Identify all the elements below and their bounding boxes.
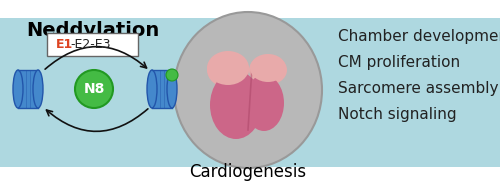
Text: Neddylation: Neddylation [26, 21, 160, 40]
Bar [152, 70, 172, 108]
Ellipse shape [244, 75, 284, 131]
Ellipse shape [207, 51, 249, 85]
Bar [0, 18, 500, 167]
Ellipse shape [207, 53, 249, 88]
Ellipse shape [167, 70, 177, 108]
Ellipse shape [250, 54, 286, 82]
Ellipse shape [174, 12, 322, 168]
Text: Cardiogenesis: Cardiogenesis [190, 163, 306, 181]
Ellipse shape [33, 70, 43, 108]
Text: -E2-E3: -E2-E3 [70, 38, 110, 51]
FancyBboxPatch shape [46, 33, 138, 56]
Ellipse shape [75, 70, 113, 108]
Text: Notch signaling: Notch signaling [338, 107, 456, 122]
Text: E1: E1 [56, 38, 73, 51]
Ellipse shape [13, 70, 23, 108]
Ellipse shape [210, 71, 262, 139]
Ellipse shape [166, 69, 178, 81]
Bar [18, 70, 38, 108]
Ellipse shape [147, 70, 157, 108]
Ellipse shape [249, 55, 287, 85]
Text: Sarcomere assembly: Sarcomere assembly [338, 80, 498, 95]
Text: CM proliferation: CM proliferation [338, 56, 460, 70]
Text: N8: N8 [84, 82, 104, 96]
Text: Chamber development: Chamber development [338, 29, 500, 45]
